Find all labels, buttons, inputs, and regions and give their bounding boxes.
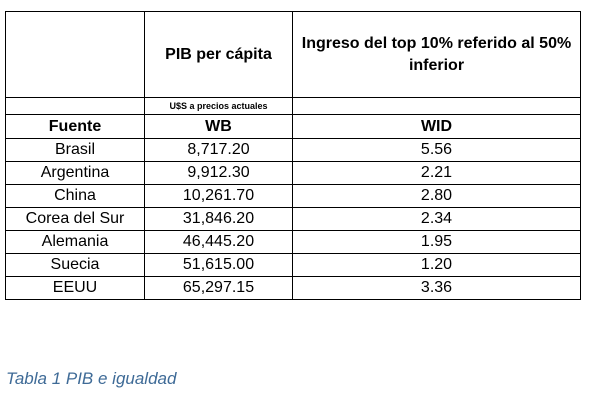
source-gdp-cell: WB (144, 114, 293, 139)
table-row: EEUU 65,297.15 3.36 (5, 276, 581, 300)
source-ratio-cell: WID (292, 114, 581, 139)
ratio-cell: 5.56 (292, 138, 581, 162)
header-cell-income-ratio: Ingreso del top 10% referido al 50% infe… (292, 11, 581, 98)
source-label-cell: Fuente (5, 114, 145, 139)
gdp-cell: 65,297.15 (144, 276, 293, 300)
ratio-cell: 2.80 (292, 184, 581, 208)
table-units-row: U$S a precios actuales (5, 97, 581, 115)
country-cell: China (5, 184, 145, 208)
ratio-cell: 3.36 (292, 276, 581, 300)
units-cell-empty-2 (292, 97, 581, 115)
gdp-cell: 31,846.20 (144, 207, 293, 231)
table-row: Brasil 8,717.20 5.56 (5, 138, 581, 162)
table-header-row: PIB per cápita Ingreso del top 10% refer… (5, 11, 581, 98)
gdp-cell: 8,717.20 (144, 138, 293, 162)
table-row: Suecia 51,615.00 1.20 (5, 253, 581, 277)
country-cell: Alemania (5, 230, 145, 254)
header-cell-gdp: PIB per cápita (144, 11, 293, 98)
gdp-cell: 46,445.20 (144, 230, 293, 254)
table-source-row: Fuente WB WID (5, 114, 581, 139)
country-cell: Argentina (5, 161, 145, 185)
ratio-cell: 1.95 (292, 230, 581, 254)
table-row: China 10,261.70 2.80 (5, 184, 581, 208)
ratio-cell: 2.34 (292, 207, 581, 231)
gdp-equality-table: PIB per cápita Ingreso del top 10% refer… (5, 11, 581, 300)
table-row: Argentina 9,912.30 2.21 (5, 161, 581, 185)
gdp-cell: 9,912.30 (144, 161, 293, 185)
table-row: Alemania 46,445.20 1.95 (5, 230, 581, 254)
table-caption: Tabla 1 PIB e igualdad (6, 369, 177, 388)
country-cell: Brasil (5, 138, 145, 162)
ratio-cell: 1.20 (292, 253, 581, 277)
gdp-cell: 10,261.70 (144, 184, 293, 208)
ratio-cell: 2.21 (292, 161, 581, 185)
country-cell: Suecia (5, 253, 145, 277)
units-cell-gdp: U$S a precios actuales (144, 97, 293, 115)
table-row: Corea del Sur 31,846.20 2.34 (5, 207, 581, 231)
units-cell-empty (5, 97, 145, 115)
country-cell: EEUU (5, 276, 145, 300)
country-cell: Corea del Sur (5, 207, 145, 231)
header-cell-empty (5, 11, 145, 98)
gdp-cell: 51,615.00 (144, 253, 293, 277)
